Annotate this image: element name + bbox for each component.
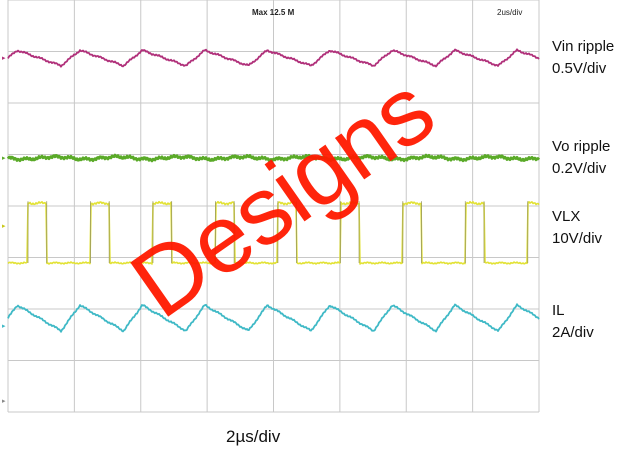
header-timebase-text: 2us/div: [497, 8, 522, 17]
il-label: IL 2A/div: [552, 300, 594, 344]
channel-marker: ▸: [2, 55, 6, 62]
vlx-name: VLX: [552, 208, 581, 225]
vlx-label: VLX 10V/div: [552, 206, 602, 250]
il-scale: 2A/div: [552, 324, 594, 341]
vin-ripple-label: Vin ripple 0.5V/div: [552, 36, 614, 80]
channel-marker: ▸: [2, 223, 6, 230]
vo-ripple-scale: 0.2V/div: [552, 160, 607, 177]
channel-markers: ▸ ▸ ▸ ▸ ▸: [2, 55, 6, 405]
vin-ripple-name: Vin ripple: [552, 38, 615, 55]
channel-marker: ▸: [2, 323, 6, 330]
trace-vlx: [7, 200, 540, 265]
vo-ripple-name: Vo ripple: [552, 138, 611, 155]
trace-group: [6, 48, 541, 333]
header-trigger-text: Max 12.5 M: [252, 8, 295, 17]
channel-marker: ▸: [2, 398, 6, 405]
vin-ripple-scale: 0.5V/div: [552, 60, 607, 77]
timebase-label: 2µs/div: [226, 427, 281, 446]
vlx-scale: 10V/div: [552, 230, 603, 247]
vo-ripple-label: Vo ripple 0.2V/div: [552, 136, 610, 180]
trace-0: [7, 48, 540, 68]
il-name: IL: [552, 302, 565, 319]
graticule-grid: [7, 0, 540, 413]
trace-vo: [6, 153, 541, 163]
channel-marker: ▸: [2, 155, 6, 162]
trace-3: [7, 303, 540, 333]
